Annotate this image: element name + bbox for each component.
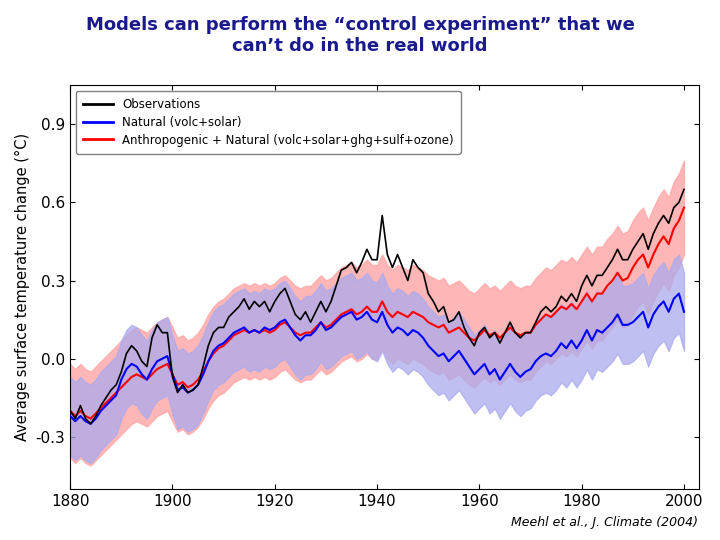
Y-axis label: Average surface temperature change (°C): Average surface temperature change (°C): [15, 133, 30, 441]
Text: Meehl et al., J. Climate (2004): Meehl et al., J. Climate (2004): [511, 516, 698, 529]
Legend: Observations, Natural (volc+solar), Anthropogenic + Natural (volc+solar+ghg+sulf: Observations, Natural (volc+solar), Anth…: [76, 91, 461, 154]
Text: Models can perform the “control experiment” that we
can’t do in the real world: Models can perform the “control experime…: [86, 16, 634, 55]
